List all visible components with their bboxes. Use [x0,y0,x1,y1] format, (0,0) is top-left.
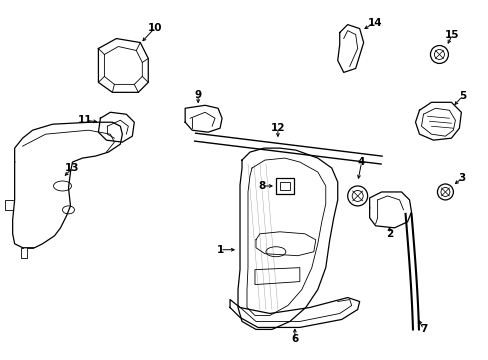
Text: 12: 12 [270,123,285,133]
Text: 4: 4 [357,157,365,167]
Text: 8: 8 [258,181,265,191]
Text: 10: 10 [148,23,162,33]
Text: 13: 13 [65,163,80,173]
Text: 15: 15 [444,30,459,40]
Text: 14: 14 [366,18,381,28]
Text: 2: 2 [385,229,392,239]
Text: 9: 9 [194,90,201,100]
Text: 1: 1 [216,245,223,255]
Text: 6: 6 [291,334,298,345]
Text: 11: 11 [78,115,93,125]
Text: 7: 7 [419,324,427,334]
Text: 3: 3 [458,173,465,183]
Text: 5: 5 [458,91,465,101]
